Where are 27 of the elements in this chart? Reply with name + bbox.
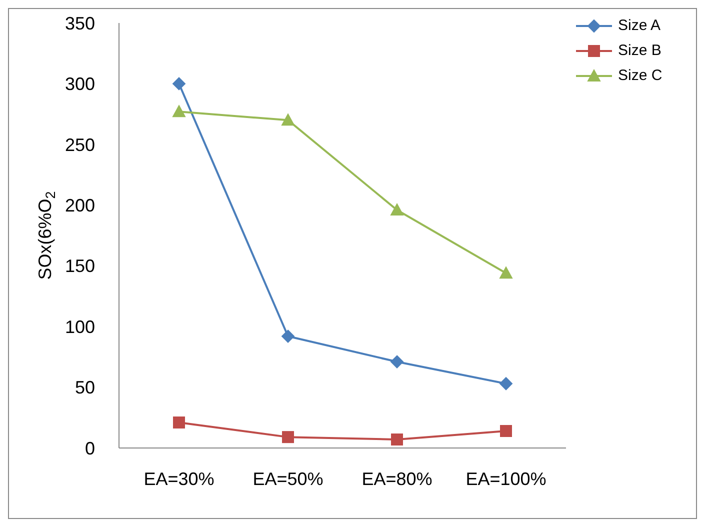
point (282, 431, 294, 444)
point (391, 434, 403, 446)
y-tick-label: 100 (64, 316, 95, 337)
y-tick-label: 250 (64, 134, 95, 155)
point (500, 377, 512, 390)
y-tick-label: 350 (64, 13, 95, 34)
legend-label: Size A (618, 17, 661, 34)
point (282, 330, 294, 343)
legend-label: Size C (618, 67, 662, 84)
point (282, 114, 294, 126)
y-tick-label: 50 (74, 378, 95, 398)
x-tick-label: EA=100% (466, 468, 546, 489)
y-tick-label: 150 (64, 256, 95, 276)
x-tick-label: EA=30% (144, 468, 214, 489)
point (173, 416, 185, 428)
point (500, 266, 512, 279)
point (390, 355, 404, 368)
x-tick-label: EA=50% (252, 468, 324, 489)
point (172, 105, 186, 118)
legend-label: Size B (618, 42, 662, 59)
x-tick-label: EA=80% (362, 468, 432, 489)
point (172, 77, 186, 90)
point (390, 204, 404, 216)
y-tick-label: 0 (84, 438, 95, 458)
y-tick-label: 300 (64, 74, 95, 94)
point (500, 425, 512, 437)
y-tick-label: 200 (64, 196, 95, 216)
